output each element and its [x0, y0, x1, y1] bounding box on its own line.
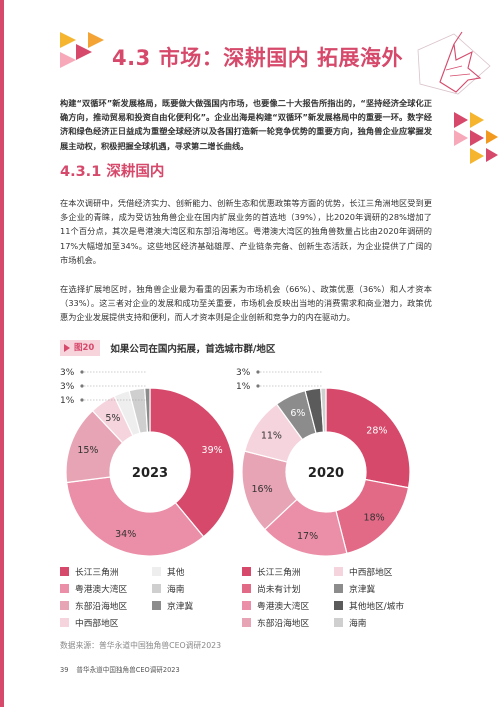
legend-label: 中西部地区: [349, 568, 393, 578]
donut-data-label: 18%: [364, 513, 385, 524]
section-title: 4.3 市场：深耕国内 拓展海外: [112, 42, 403, 72]
legend-item: 长江三角洲: [60, 565, 118, 578]
figure-caption: 如果公司在国内拓展，首选城市群/地区: [110, 344, 276, 355]
donut-data-label: 6%: [290, 408, 305, 419]
donut-data-label: 39%: [202, 445, 223, 456]
callout-dot: [256, 370, 260, 374]
subsection-title-text: 深耕国内: [106, 164, 165, 180]
donut-data-label: 17%: [297, 531, 318, 542]
figure-header: 图20 如果公司在国内拓展，首选城市群/地区: [60, 339, 275, 357]
legend-item: 东部沿海地区: [60, 599, 127, 612]
legend-label: 海南: [349, 619, 367, 629]
legend-swatch: [334, 618, 343, 627]
legend-swatch: [242, 618, 251, 627]
subsection-number: 4.3.1: [60, 164, 102, 180]
donut-slice-2: [65, 476, 205, 557]
legend-swatch: [60, 567, 69, 576]
legend-swatch: [152, 584, 161, 593]
unicorn-decoration: [417, 31, 498, 164]
accent-bar: [0, 0, 4, 707]
section-number: 4.3: [112, 46, 151, 70]
legend-item: 其他: [152, 565, 184, 578]
donut-chart-2023: 39% 34% 15% 5% 3% 3% 1% 2023: [60, 368, 235, 557]
donut-slice-1: [325, 387, 411, 489]
donut-data-label: 15%: [77, 445, 98, 456]
legend-label: 其他: [167, 568, 185, 578]
legend-item: 粤港澳大湾区: [242, 599, 309, 612]
legend-swatch: [242, 584, 251, 593]
legend-swatch: [334, 601, 343, 610]
legend-item: 长江三角洲: [242, 565, 300, 578]
legend-swatch: [152, 601, 161, 610]
donut-slice-7: [144, 387, 151, 433]
legend-label: 海南: [167, 585, 185, 595]
donut-slice-8: [320, 387, 327, 433]
legend-swatch: [60, 584, 69, 593]
legend-label: 京津冀: [167, 602, 194, 612]
section-title-text: 市场：深耕国内 拓展海外: [158, 46, 404, 70]
callout-dot: [80, 384, 84, 388]
footer-title: 普华永道中国独角兽CEO调研2023: [76, 666, 180, 674]
legend-item: 东部沿海地区: [242, 616, 309, 629]
legend-label: 粤港澳大湾区: [257, 602, 310, 612]
data-source: 数据来源：普华永道中国独角兽CEO调研2023: [60, 641, 222, 650]
legend-label: 粤港澳大湾区: [75, 585, 128, 595]
donut-center-year: 2023: [132, 466, 168, 481]
donut-data-label: 5%: [105, 413, 120, 424]
legend-label: 京津冀: [349, 585, 376, 595]
donut-data-label: 34%: [115, 529, 136, 540]
body-paragraph-2: 在选择扩展地区时，独角兽企业最为看重的因素为市场机会（66%）、政策优惠（36%…: [60, 284, 432, 323]
legend-label: 长江三角洲: [257, 568, 301, 578]
legend-2023: 长江三角洲 其他粤港澳大湾区 海南东部沿海地区 京津冀中西部地区: [60, 565, 240, 635]
legend-swatch: [334, 584, 343, 593]
donut-center-year: 2020: [308, 466, 344, 481]
donut-data-label: 16%: [252, 484, 273, 495]
legend-label: 长江三角洲: [75, 568, 119, 578]
legend-swatch: [60, 618, 69, 627]
legend-2020: 长江三角洲 中西部地区尚未有计划 京津冀粤港澳大湾区 其他地区/城市东部沿海地区 海南: [242, 565, 442, 635]
page-number: 39: [60, 666, 69, 674]
legend-item: 京津冀: [334, 582, 375, 595]
legend-item: 中西部地区: [334, 565, 392, 578]
donut-data-label: 11%: [261, 430, 282, 441]
callout-dot: [80, 398, 84, 402]
legend-swatch: [242, 567, 251, 576]
intro-paragraph: 构建“双循环”新发展格局，既要做大做强国内市场，也要像二十大报告所指出的，“坚持…: [60, 98, 432, 151]
legend-item: 粤港澳大湾区: [60, 582, 127, 595]
legend-label: 东部沿海地区: [75, 602, 128, 612]
donut-callout-label: 3%: [236, 368, 251, 378]
donut-callout-label: 3%: [60, 382, 75, 392]
donut-chart-2020: 28% 18% 17% 16% 11% 6% 3% 1% 2020: [236, 368, 411, 557]
legend-item: 尚未有计划: [242, 582, 300, 595]
legend-label: 其他地区/城市: [349, 602, 405, 612]
legend-item: 其他地区/城市: [334, 599, 404, 612]
legend-item: 京津冀: [152, 599, 193, 612]
legend-label: 尚未有计划: [257, 585, 301, 595]
subsection-title: 4.3.1 深耕国内: [60, 160, 164, 181]
figure-tag: 图20: [60, 340, 101, 356]
legend-swatch: [152, 567, 161, 576]
legend-swatch: [242, 601, 251, 610]
donut-callout-label: 1%: [236, 382, 251, 392]
triangle-decoration-left: [60, 32, 104, 68]
callout-dot: [80, 370, 84, 374]
legend-item: 海南: [334, 616, 366, 629]
donut-callout-label: 3%: [60, 368, 75, 378]
legend-item: 中西部地区: [60, 616, 118, 629]
legend-swatch: [334, 567, 343, 576]
body-paragraph-1: 在本次调研中，凭借经济实力、创新能力、创新生态和优惠政策等方面的优势，长江三角洲…: [60, 198, 432, 265]
callout-dot: [256, 384, 260, 388]
donut-callout-label: 1%: [60, 396, 75, 406]
legend-swatch: [60, 601, 69, 610]
legend-item: 海南: [152, 582, 184, 595]
legend-label: 东部沿海地区: [257, 619, 310, 629]
page-footer: 39 普华永道中国独角兽CEO调研2023: [60, 664, 180, 674]
donut-data-label: 28%: [366, 425, 387, 436]
legend-label: 中西部地区: [75, 619, 119, 629]
donut-slice-1: [149, 387, 235, 538]
